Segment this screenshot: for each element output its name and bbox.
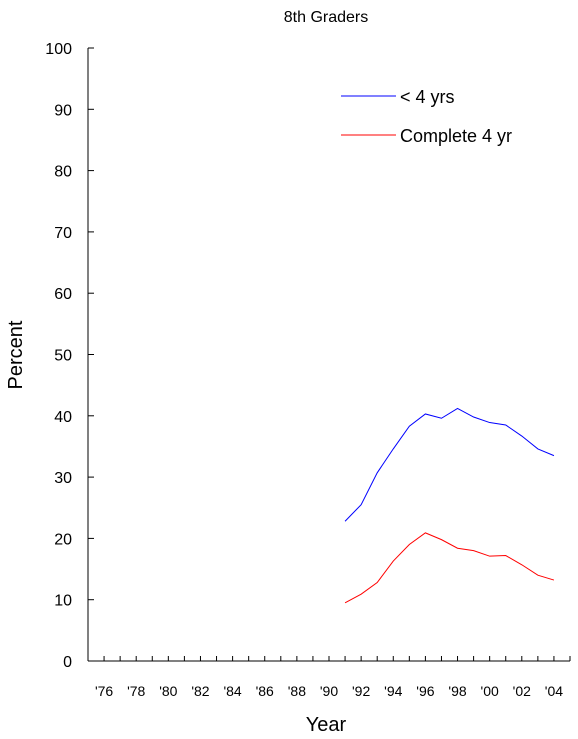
y-tick-label: 90 bbox=[54, 102, 72, 119]
x-tick-label: '98 bbox=[448, 683, 466, 699]
y-axis-title: Percent bbox=[5, 320, 27, 389]
chart-title: 8th Graders bbox=[284, 9, 368, 26]
y-tick-label: 20 bbox=[54, 531, 72, 548]
x-tick-label: '88 bbox=[288, 683, 306, 699]
x-tick-label: '84 bbox=[223, 683, 241, 699]
x-tick-label: '94 bbox=[384, 683, 402, 699]
series-line-1 bbox=[344, 407, 555, 522]
y-tick-label: 80 bbox=[54, 164, 72, 181]
y-tick-label: 10 bbox=[54, 593, 72, 610]
y-tick-label: 100 bbox=[45, 41, 72, 58]
x-axis-title: Year bbox=[306, 714, 347, 736]
x-tick-label: '00 bbox=[481, 683, 499, 699]
x-tick-label: '78 bbox=[127, 683, 145, 699]
y-tick-label: 30 bbox=[54, 470, 72, 487]
x-tick-label: '86 bbox=[256, 683, 274, 699]
x-tick-label: '96 bbox=[416, 683, 434, 699]
series-layer bbox=[344, 407, 555, 604]
x-tick-label: '02 bbox=[513, 683, 531, 699]
y-tick-label: 50 bbox=[54, 348, 72, 365]
y-tick-label: 0 bbox=[63, 654, 72, 671]
x-tick-label: '76 bbox=[95, 683, 113, 699]
series-line-2 bbox=[344, 532, 555, 604]
x-tick-label: '90 bbox=[320, 683, 338, 699]
y-tick-label: 40 bbox=[54, 409, 72, 426]
x-tick-label: '80 bbox=[159, 683, 177, 699]
y-tick-label: 60 bbox=[54, 286, 72, 303]
legend: < 4 yrs Complete 4 yr bbox=[341, 87, 512, 146]
x-tick-label: '82 bbox=[191, 683, 209, 699]
x-axis: '76 '78 '80 '82 '84 '86 '88 '90 '92 '94 '96 '98 '00 '… bbox=[87, 656, 571, 699]
y-tick-label: 70 bbox=[54, 225, 72, 242]
legend-label-2: Complete 4 yr bbox=[400, 126, 512, 146]
x-tick-label: '92 bbox=[352, 683, 370, 699]
x-tick-label: '04 bbox=[545, 683, 563, 699]
legend-label-1: < 4 yrs bbox=[400, 87, 455, 107]
y-axis: 0 10 20 30 40 50 60 70 80 90 100 bbox=[45, 41, 94, 671]
